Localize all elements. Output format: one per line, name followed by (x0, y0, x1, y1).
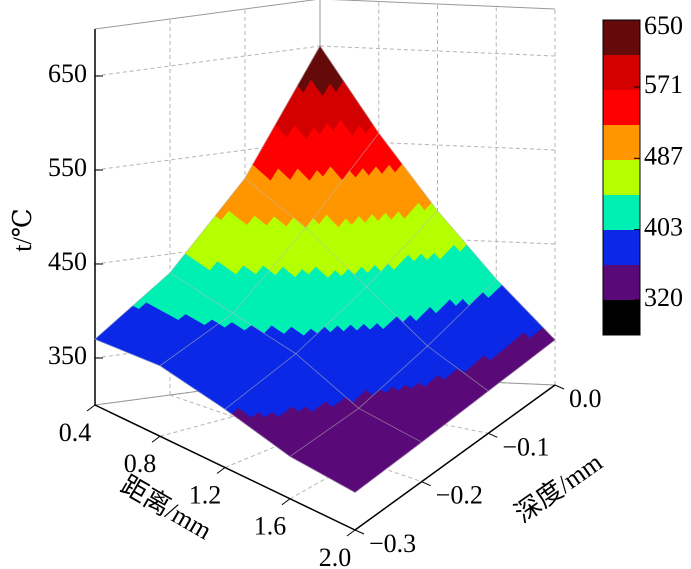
colorbar-block (603, 125, 640, 160)
grid-line (244, 384, 489, 434)
wall-edge (331, 0, 556, 10)
mesh-line (495, 278, 556, 341)
grid-line (319, 45, 556, 57)
x-tick-label: 1.2 (189, 480, 222, 509)
mesh-line (305, 227, 367, 288)
mesh-line (169, 177, 246, 274)
mesh-line (224, 353, 297, 410)
x-tick (346, 529, 356, 537)
z-tick-label: 550 (48, 153, 87, 182)
z-tick-label: 650 (48, 59, 87, 88)
grid-line (319, 139, 556, 151)
x-tick-label: 0.8 (124, 449, 157, 478)
colorbar-block (603, 265, 640, 300)
mesh-line (354, 441, 422, 493)
y-tick-label: −0.3 (369, 529, 416, 558)
mesh-line (289, 407, 359, 457)
y-tick (421, 481, 431, 487)
mesh-line (295, 286, 367, 355)
mesh-line (378, 132, 438, 212)
mesh-line (319, 45, 380, 134)
mesh-line (366, 210, 438, 288)
x-tick-label: 2.0 (319, 543, 352, 569)
mesh-line (94, 338, 161, 367)
mesh-line (289, 456, 356, 493)
wall-edge (94, 0, 317, 30)
z-tick-label: 350 (48, 341, 87, 370)
mesh-line (366, 286, 428, 347)
y-tick-label: −0.1 (502, 432, 549, 461)
mesh-line (244, 177, 307, 229)
mesh-line (427, 278, 497, 347)
mesh-line (305, 132, 380, 229)
colorbar-tick-label: 320 (644, 283, 683, 312)
mesh-line (169, 272, 234, 314)
mesh-line (232, 227, 307, 314)
colorbar-block (603, 230, 640, 265)
mesh-line (295, 353, 360, 409)
x-tick (281, 498, 291, 506)
colorbar-tick-label: 487 (644, 141, 683, 170)
mesh-line (94, 272, 171, 340)
mesh-line (437, 210, 497, 280)
z-tick-label: 450 (48, 247, 87, 276)
z-axis-label: t/℃ (8, 208, 37, 252)
mesh-line (159, 365, 226, 410)
colorbar-block (603, 20, 640, 55)
y-tick (554, 384, 565, 390)
mesh-line (488, 339, 556, 392)
colorbar-tick-label: 403 (644, 213, 683, 242)
x-tick-label: 0.4 (59, 418, 92, 447)
y-tick (488, 432, 498, 438)
mesh-line (244, 45, 321, 179)
y-axis (354, 384, 556, 531)
grid-line (94, 45, 321, 77)
colorbar-block (603, 160, 640, 195)
colorbar-tick-label: 571 (644, 70, 683, 99)
y-tick-label: −0.2 (436, 481, 483, 510)
y-tick (354, 529, 365, 535)
mesh-line (427, 345, 489, 392)
colorbar-block (603, 55, 640, 90)
x-tick (151, 435, 161, 443)
colorbar-block (603, 90, 640, 125)
colorbar-tick-label: 650 (644, 11, 683, 40)
mesh-line (421, 390, 489, 443)
x-tick (216, 467, 226, 474)
x-tick (86, 404, 96, 412)
x-tick-label: 1.6 (254, 512, 287, 541)
colorbar-under (603, 300, 640, 335)
mesh-line (159, 312, 234, 367)
colorbar-frame (602, 19, 641, 336)
mesh-line (358, 407, 422, 443)
y-tick-label: 0.0 (569, 384, 602, 413)
colorbar-block (603, 195, 640, 230)
mesh-line (224, 408, 291, 457)
mesh-line (358, 345, 428, 409)
grid-line (319, 233, 556, 245)
mesh-line (232, 312, 297, 355)
